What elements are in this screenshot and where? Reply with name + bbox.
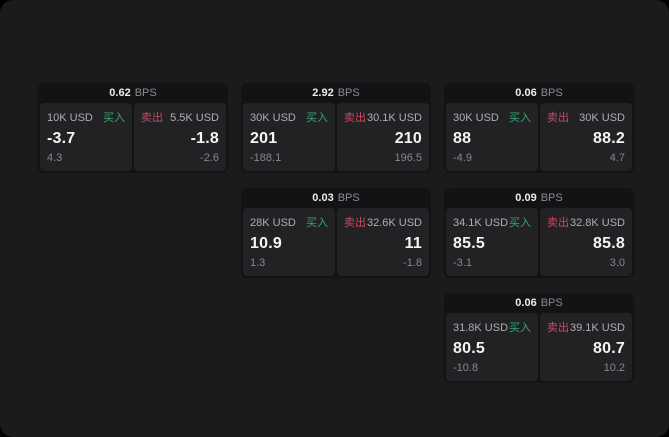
card-header: 0.62 BPS <box>38 83 228 103</box>
quote-card-5: 0.09 BPS 34.1K USD 买入 85.5 -3.1 卖出 32.8K… <box>444 188 634 278</box>
sell-price: 80.7 <box>593 339 625 357</box>
buy-sub-value: 4.3 <box>47 152 63 164</box>
buy-label: 买入 <box>306 217 328 229</box>
sell-sub-value: 196.5 <box>394 152 422 164</box>
sell-panel[interactable]: 卖出 30.1K USD 210 196.5 <box>337 103 429 171</box>
sell-sub-value: -2.6 <box>200 152 219 164</box>
bps-value: 2.92 <box>312 87 334 99</box>
sell-amount: 5.5K USD <box>170 112 219 124</box>
sell-panel[interactable]: 卖出 39.1K USD 80.7 10.2 <box>540 313 632 381</box>
panels: 10K USD 买入 -3.7 4.3 卖出 5.5K USD -1.8 -2.… <box>38 103 228 173</box>
bps-unit: BPS <box>134 87 157 99</box>
sell-label: 卖出 <box>547 322 569 334</box>
panels: 31.8K USD 买入 80.5 -10.8 卖出 39.1K USD 80.… <box>444 313 634 383</box>
sell-amount: 32.6K USD <box>366 217 422 229</box>
buy-label: 买入 <box>509 217 531 229</box>
sell-label: 卖出 <box>344 112 366 124</box>
sell-sub-value: 10.2 <box>603 362 625 374</box>
card-header: 0.06 BPS <box>444 83 634 103</box>
sell-label: 卖出 <box>547 112 569 124</box>
buy-label: 买入 <box>509 322 531 334</box>
card-header: 0.03 BPS <box>241 188 431 208</box>
buy-price: -3.7 <box>47 129 76 147</box>
card-header: 0.06 BPS <box>444 293 634 313</box>
sell-panel[interactable]: 卖出 5.5K USD -1.8 -2.6 <box>134 103 226 171</box>
buy-amount: 30K USD <box>453 112 499 124</box>
buy-price: 10.9 <box>250 234 282 252</box>
buy-sub-value: -4.9 <box>453 152 472 164</box>
buy-price: 201 <box>250 129 278 147</box>
quote-card-1: 0.62 BPS 10K USD 买入 -3.7 4.3 卖出 5.5K USD <box>38 83 228 173</box>
buy-panel[interactable]: 30K USD 买入 88 -4.9 <box>446 103 538 171</box>
quote-board: 0.62 BPS 10K USD 买入 -3.7 4.3 卖出 5.5K USD <box>38 83 634 383</box>
buy-sub-value: -188.1 <box>250 152 282 164</box>
sell-amount: 39.1K USD <box>569 322 625 334</box>
buy-sub-value: -3.1 <box>453 257 472 269</box>
buy-label: 买入 <box>103 112 125 124</box>
sell-amount: 32.8K USD <box>569 217 625 229</box>
bps-value: 0.06 <box>515 87 537 99</box>
buy-amount: 28K USD <box>250 217 296 229</box>
bps-unit: BPS <box>540 192 563 204</box>
sell-price: 88.2 <box>593 129 625 147</box>
sell-label: 卖出 <box>141 112 163 124</box>
bps-value: 0.09 <box>515 192 537 204</box>
sell-panel[interactable]: 卖出 32.8K USD 85.8 3.0 <box>540 208 632 276</box>
card-header: 2.92 BPS <box>241 83 431 103</box>
sell-amount: 30.1K USD <box>366 112 422 124</box>
bps-unit: BPS <box>337 87 360 99</box>
sell-label: 卖出 <box>344 217 366 229</box>
buy-panel[interactable]: 28K USD 买入 10.9 1.3 <box>243 208 335 276</box>
buy-sub-value: 1.3 <box>250 257 266 269</box>
panels: 30K USD 买入 201 -188.1 卖出 30.1K USD 210 1… <box>241 103 431 173</box>
sell-label: 卖出 <box>547 217 569 229</box>
sell-panel[interactable]: 卖出 30K USD 88.2 4.7 <box>540 103 632 171</box>
buy-price: 88 <box>453 129 472 147</box>
panels: 34.1K USD 买入 85.5 -3.1 卖出 32.8K USD 85.8… <box>444 208 634 278</box>
buy-price: 80.5 <box>453 339 485 357</box>
sell-price: 85.8 <box>593 234 625 252</box>
buy-panel[interactable]: 10K USD 买入 -3.7 4.3 <box>40 103 132 171</box>
bps-unit: BPS <box>337 192 360 204</box>
buy-amount: 30K USD <box>250 112 296 124</box>
quote-card-3: 0.06 BPS 30K USD 买入 88 -4.9 卖出 30K USD <box>444 83 634 173</box>
buy-amount: 31.8K USD <box>453 322 509 334</box>
bps-value: 0.06 <box>515 297 537 309</box>
bps-value: 0.62 <box>109 87 131 99</box>
bps-unit: BPS <box>540 297 563 309</box>
buy-amount: 10K USD <box>47 112 93 124</box>
buy-sub-value: -10.8 <box>453 362 479 374</box>
bps-unit: BPS <box>540 87 563 99</box>
panels: 30K USD 买入 88 -4.9 卖出 30K USD 88.2 4.7 <box>444 103 634 173</box>
quote-card-6: 0.06 BPS 31.8K USD 买入 80.5 -10.8 卖出 39.1… <box>444 293 634 383</box>
quote-card-2: 2.92 BPS 30K USD 买入 201 -188.1 卖出 30.1K … <box>241 83 431 173</box>
sell-price: 11 <box>404 234 422 252</box>
buy-label: 买入 <box>306 112 328 124</box>
buy-label: 买入 <box>509 112 531 124</box>
buy-price: 85.5 <box>453 234 485 252</box>
buy-panel[interactable]: 34.1K USD 买入 85.5 -3.1 <box>446 208 538 276</box>
buy-panel[interactable]: 31.8K USD 买入 80.5 -10.8 <box>446 313 538 381</box>
sell-price: 210 <box>394 129 422 147</box>
bps-value: 0.03 <box>312 192 334 204</box>
quote-card-4: 0.03 BPS 28K USD 买入 10.9 1.3 卖出 32.6K US… <box>241 188 431 278</box>
buy-amount: 34.1K USD <box>453 217 509 229</box>
panels: 28K USD 买入 10.9 1.3 卖出 32.6K USD 11 -1.8 <box>241 208 431 278</box>
sell-amount: 30K USD <box>579 112 625 124</box>
card-header: 0.09 BPS <box>444 188 634 208</box>
sell-sub-value: -1.8 <box>403 257 422 269</box>
sell-sub-value: 3.0 <box>609 257 625 269</box>
buy-panel[interactable]: 30K USD 买入 201 -188.1 <box>243 103 335 171</box>
sell-panel[interactable]: 卖出 32.6K USD 11 -1.8 <box>337 208 429 276</box>
sell-price: -1.8 <box>190 129 219 147</box>
sell-sub-value: 4.7 <box>609 152 625 164</box>
